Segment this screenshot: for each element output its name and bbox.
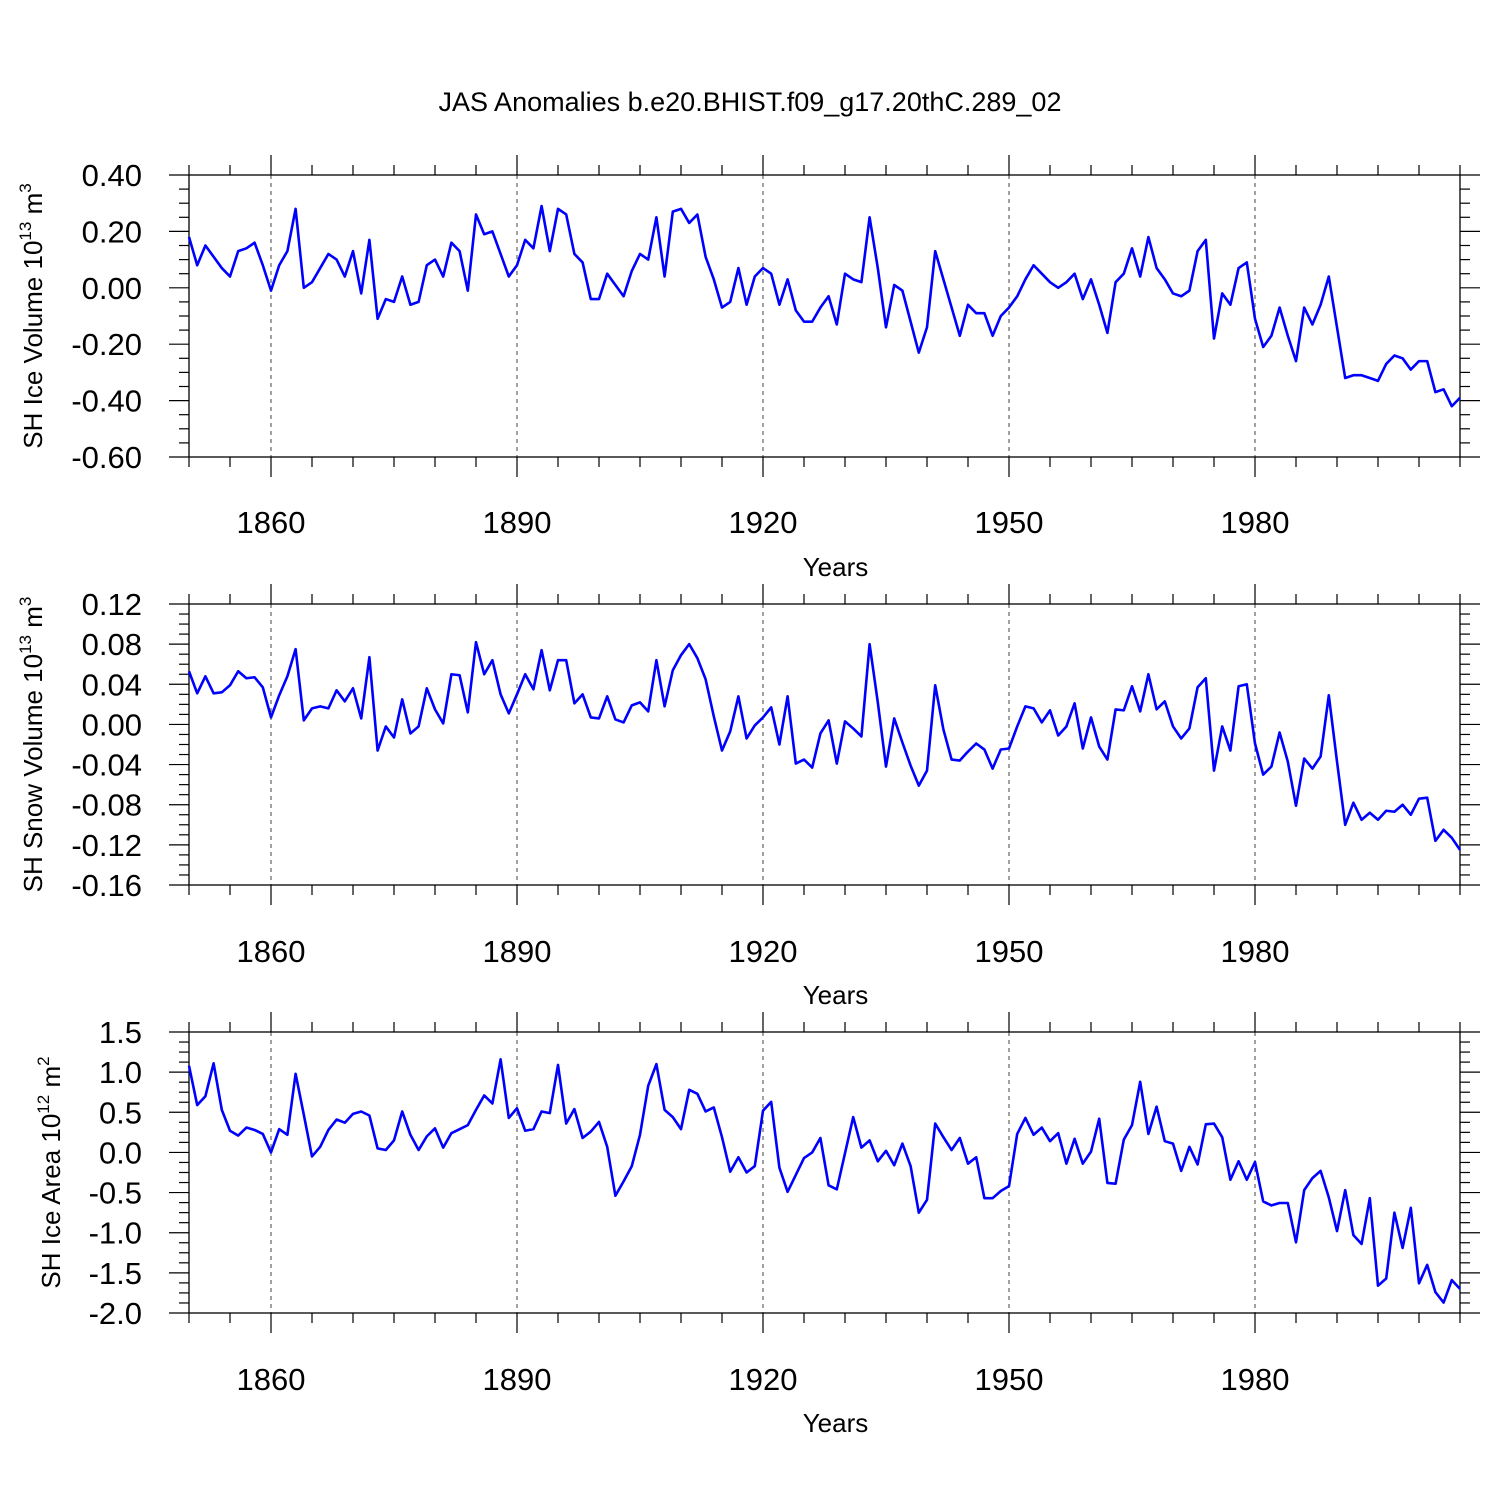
ice-area-y-label-unit: m: [36, 1066, 66, 1095]
snow-volume-x-tick-label: 1860: [237, 934, 306, 969]
snow-volume-x-tick-label: 1950: [975, 934, 1044, 969]
ice-volume-x-tick-label: 1860: [237, 505, 306, 540]
ice-area-y-tick-label: -1.0: [89, 1216, 142, 1251]
snow-volume-x-tick-label: 1920: [729, 934, 798, 969]
ice-volume-y-label-unit-exponent: 3: [16, 183, 35, 192]
snow-volume-y-label-exponent: 13: [16, 635, 35, 654]
ice-volume-y-tick-label: -0.60: [71, 440, 142, 475]
snow-volume-x-axis-label: Years: [803, 980, 869, 1010]
snow-volume-y-tick-label: -0.16: [71, 868, 142, 903]
ice-area-y-tick-label: 1.0: [99, 1055, 142, 1090]
chart-panel-ice-volume: 1860 1890 1920 1950 1980 0.40 0.20 0.00 -0.20 -0.…: [16, 155, 1480, 582]
snow-volume-plot-frame: [188, 603, 1461, 886]
ice-volume-y-tick-label: -0.40: [71, 384, 142, 419]
ice-area-y-label-exponent: 12: [34, 1095, 53, 1114]
ice-volume-plot-frame: [188, 174, 1461, 458]
figure-title: JAS Anomalies b.e20.BHIST.f09_g17.20thC.…: [439, 87, 1062, 117]
chart-panels: 1860 1890 1920 1950 1980 0.40 0.20 0.00 -0.20 -0.…: [16, 155, 1480, 1438]
ice-area-y-label-unit-exponent: 2: [34, 1056, 53, 1065]
ice-volume-y-tick-label: 0.40: [82, 158, 142, 193]
ice-area-x-tick-label: 1980: [1221, 1362, 1290, 1397]
chart-panel-snow-volume: 1860 1890 1920 1950 1980 0.12 0.08 0.04 0.00 -0.0…: [16, 584, 1480, 1010]
ice-area-y-tick-label: 0.0: [99, 1135, 142, 1170]
ice-volume-x-axis-label: Years: [803, 552, 869, 582]
snow-volume-y-tick-label: -0.12: [71, 828, 142, 863]
chart-panel-ice-area: 1860 1890 1920 1950 1980 1.5 1.0 0.5 0.0 -0.5 -1.0…: [34, 1012, 1480, 1438]
ice-area-series-line: [187, 1058, 1461, 1304]
ice-area-y-tick-label: -1.5: [89, 1256, 142, 1291]
ice-volume-y-axis-label: SH Ice Volume 1013 m3: [16, 183, 48, 448]
snow-volume-x-tick-label: 1890: [483, 934, 552, 969]
ice-volume-x-tick-label: 1890: [483, 505, 552, 540]
ice-area-y-tick-label: 0.5: [99, 1095, 142, 1130]
ice-area-y-label-text: SH Ice Area 10: [36, 1114, 66, 1289]
snow-volume-y-tick-label: 0.12: [82, 587, 142, 622]
snow-volume-y-label-unit: m: [18, 606, 48, 635]
ice-area-x-tick-label: 1890: [483, 1362, 552, 1397]
ice-area-x-tick-label: 1950: [975, 1362, 1044, 1397]
ice-volume-y-tick-label: 0.20: [82, 214, 142, 249]
ice-area-y-tick-label: 1.5: [99, 1015, 142, 1050]
ice-volume-x-tick-label: 1980: [1221, 505, 1290, 540]
ice-volume-y-label-exponent: 13: [16, 222, 35, 241]
ice-volume-y-label-unit: m: [18, 193, 48, 222]
snow-volume-y-label-unit-exponent: 3: [16, 597, 35, 606]
ice-volume-y-tick-label: -0.20: [71, 327, 142, 362]
snow-volume-y-label-text: SH Snow Volume 10: [18, 654, 48, 892]
snow-volume-y-tick-label: 0.08: [82, 627, 142, 662]
ice-area-y-tick-label: -2.0: [89, 1296, 142, 1331]
snow-volume-y-axis-label: SH Snow Volume 1013 m3: [16, 597, 48, 893]
snow-volume-y-tick-label: 0.04: [82, 667, 142, 702]
ice-volume-series-line: [187, 204, 1461, 408]
ice-volume-x-tick-label: 1920: [729, 505, 798, 540]
ice-area-y-axis-label: SH Ice Area 1012 m2: [34, 1056, 66, 1288]
snow-volume-x-tick-label: 1980: [1221, 934, 1290, 969]
ice-area-x-tick-label: 1920: [729, 1362, 798, 1397]
snow-volume-y-tick-label: -0.08: [71, 788, 142, 823]
ice-volume-y-tick-label: 0.00: [82, 271, 142, 306]
snow-volume-series-line: [187, 640, 1462, 851]
snow-volume-y-tick-label: 0.00: [82, 707, 142, 742]
ice-volume-x-tick-label: 1950: [975, 505, 1044, 540]
ice-area-plot-frame: [188, 1031, 1461, 1314]
snow-volume-y-tick-label: -0.04: [71, 748, 142, 783]
ice-area-x-tick-label: 1860: [237, 1362, 306, 1397]
ice-area-y-tick-label: -0.5: [89, 1176, 142, 1211]
ice-volume-y-label-text: SH Ice Volume 10: [18, 241, 48, 449]
ice-area-x-axis-label: Years: [803, 1408, 869, 1438]
